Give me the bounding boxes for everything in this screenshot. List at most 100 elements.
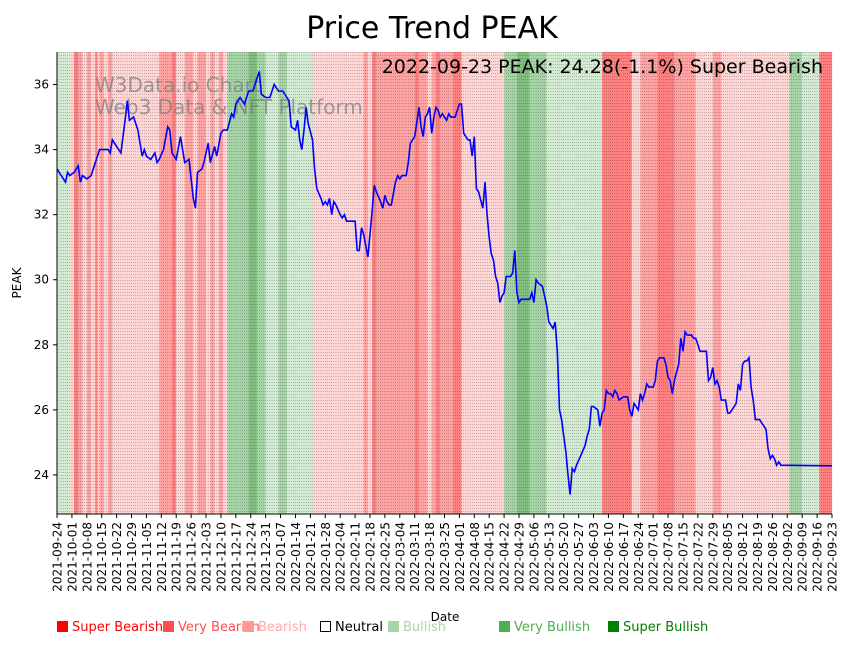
- x-tick-label: 2022-08-19: [751, 522, 765, 592]
- band-bearish: [193, 52, 198, 514]
- legend-swatch: [57, 621, 68, 632]
- band-super-bearish: [453, 52, 462, 514]
- band-bearish: [427, 52, 432, 514]
- legend-swatch: [388, 621, 399, 632]
- x-tick-label: 2022-01-21: [304, 522, 318, 592]
- band-bearish: [738, 52, 760, 514]
- y-tick-label: 34: [34, 143, 49, 157]
- x-tick-label: 2022-01-28: [319, 522, 333, 592]
- date-gridlines: [56, 52, 833, 514]
- legend-swatch: [163, 621, 174, 632]
- band-very-bearish: [674, 52, 696, 514]
- x-tick-label: 2021-12-31: [259, 522, 273, 592]
- y-tick-label: 36: [34, 78, 49, 92]
- band-very-bearish: [99, 52, 104, 514]
- band-bullish: [286, 52, 296, 514]
- x-tick-label: 2022-07-29: [706, 522, 720, 592]
- band-very-bearish: [78, 52, 83, 514]
- legend-item-bearish: Bearish: [243, 620, 307, 635]
- band-bullish: [265, 52, 279, 514]
- band-super-bearish: [602, 52, 632, 514]
- band-very-bearish: [440, 52, 454, 514]
- x-tick-label: 2022-04-29: [513, 522, 527, 592]
- x-tick-label: 2022-01-07: [274, 522, 288, 592]
- band-bearish: [69, 52, 75, 514]
- band-super-bullish: [248, 52, 258, 514]
- band-very-bearish: [218, 52, 224, 514]
- band-very-bullish: [504, 52, 517, 514]
- x-tick-label: 2021-12-03: [200, 522, 214, 592]
- band-very-bearish: [159, 52, 172, 514]
- x-tick-label: 2022-06-03: [587, 522, 601, 592]
- x-tick-label: 2022-09-02: [781, 522, 795, 592]
- latest-price-annotation: 2022-09-23 PEAK: 24.28(-1.1%) Super Bear…: [382, 56, 823, 78]
- legend-label: Bearish: [258, 620, 307, 635]
- x-tick-label: 2021-11-26: [185, 522, 199, 592]
- x-tick-label: 2022-07-08: [662, 522, 676, 592]
- band-super-bearish: [171, 52, 177, 514]
- band-bullish: [546, 52, 568, 514]
- band-bearish: [759, 52, 790, 514]
- band-very-bullish: [227, 52, 249, 514]
- trend-bands: [57, 52, 832, 514]
- band-very-bearish: [363, 52, 368, 514]
- trend-legend: Super Bearish Very Bearish Bearish Neutral B…: [57, 620, 837, 640]
- legend-item-neutral: Neutral: [320, 620, 383, 635]
- y-tick-label: 28: [34, 338, 49, 352]
- band-bearish: [312, 52, 364, 514]
- price-line: [56, 71, 833, 495]
- x-tick-label: 2022-06-24: [632, 522, 646, 592]
- legend-label: Neutral: [335, 620, 383, 635]
- x-tick-label: 2022-05-13: [542, 522, 556, 592]
- x-tick-label: 2021-10-22: [110, 522, 124, 592]
- x-tick-label: 2022-05-20: [557, 522, 571, 592]
- band-bearish: [631, 52, 641, 514]
- band-very-bearish: [86, 52, 92, 514]
- band-bearish: [223, 52, 228, 514]
- x-tick-label: 2022-01-14: [289, 522, 303, 592]
- legend-swatch: [320, 621, 331, 632]
- legend-item-very-bearish: Very Bearish: [163, 620, 260, 635]
- x-tick-label: 2021-11-05: [140, 522, 154, 592]
- x-tick-label: 2022-03-18: [423, 522, 437, 592]
- x-tick-label: 2022-04-15: [483, 522, 497, 592]
- band-bearish: [176, 52, 185, 514]
- watermark-line-2: Web3 Data & NFT Platform: [95, 95, 363, 119]
- x-tick-label: 2022-08-12: [736, 522, 750, 592]
- legend-swatch: [608, 621, 619, 632]
- watermark: W3Data.io Chart Web3 Data & NFT Platform: [95, 73, 363, 119]
- band-very-bearish: [376, 52, 415, 514]
- x-tick-label: 2022-04-22: [498, 522, 512, 592]
- band-super-bearish: [819, 52, 832, 514]
- x-tick-label: 2022-02-11: [349, 522, 363, 592]
- band-bullish: [567, 52, 603, 514]
- band-very-bearish: [197, 52, 207, 514]
- band-very-bearish: [640, 52, 658, 514]
- x-tick-label: 2022-04-08: [468, 522, 482, 592]
- x-tick-label: 2021-09-24: [51, 522, 65, 592]
- band-super-bearish: [414, 52, 419, 514]
- x-tick-label: 2022-06-17: [617, 522, 631, 592]
- band-super-bearish: [95, 52, 98, 514]
- band-bearish: [91, 52, 96, 514]
- band-super-bearish: [372, 52, 377, 514]
- band-super-bullish: [516, 52, 530, 514]
- x-tick-label: 2022-03-25: [438, 522, 452, 592]
- x-tick-label: 2022-07-01: [647, 522, 661, 592]
- x-tick-label: 2022-05-06: [527, 522, 541, 592]
- x-tick-label: 2021-12-24: [244, 522, 258, 592]
- x-tick-label: 2022-05-27: [572, 522, 586, 592]
- band-bearish: [112, 52, 160, 514]
- legend-swatch: [499, 621, 510, 632]
- band-bearish: [97, 52, 100, 514]
- x-axis-label: Date: [431, 610, 460, 624]
- x-tick-label: 2021-10-08: [80, 522, 94, 592]
- chart-title: Price Trend PEAK: [306, 11, 559, 46]
- band-super-bearish: [74, 52, 79, 514]
- y-tick-label: 30: [34, 273, 49, 287]
- band-super-bearish: [435, 52, 441, 514]
- y-tick-label: 24: [34, 468, 49, 482]
- legend-label: Very Bearish: [178, 620, 260, 635]
- y-axis-ticks: 24 26 28 30 32 34 36: [34, 78, 57, 482]
